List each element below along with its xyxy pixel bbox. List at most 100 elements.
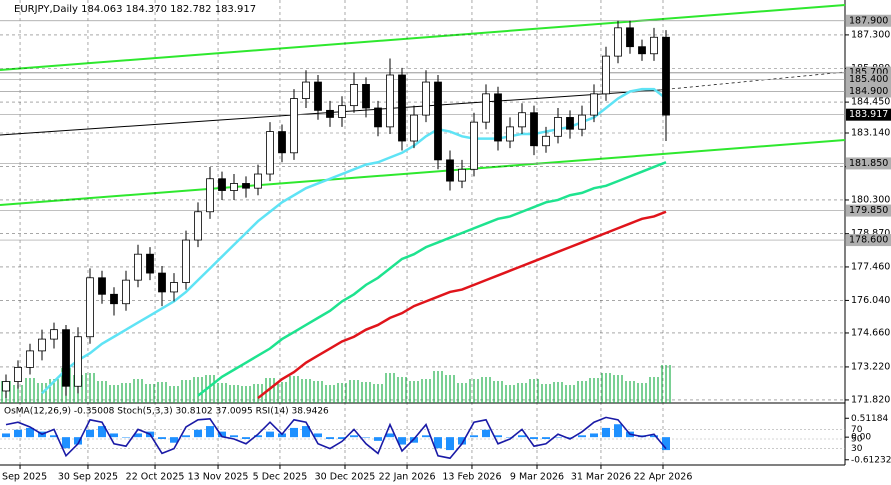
candle-body — [266, 131, 274, 175]
stoch-tick-label: 50 — [851, 435, 863, 445]
candle-body — [410, 114, 418, 142]
osma-bar — [14, 429, 22, 438]
osma-bar — [266, 431, 274, 438]
osma-bar — [182, 435, 190, 438]
osma-bar — [242, 437, 250, 439]
candle-body — [530, 112, 538, 147]
stoch-line — [5, 416, 667, 460]
osma-bar — [338, 437, 346, 439]
moving-average — [257, 210, 667, 400]
osma-bar — [386, 433, 394, 438]
osma-bar — [122, 437, 130, 438]
candle-body — [206, 178, 214, 213]
osma-bar — [374, 437, 382, 441]
candle-body — [566, 117, 574, 130]
level-box — [846, 108, 891, 121]
osma-bar — [350, 435, 358, 438]
candle-body — [614, 27, 622, 57]
y-tick-label: 171.820 — [851, 394, 890, 405]
level-label: 183.917 — [849, 109, 888, 120]
y-tick-label: 187.300 — [851, 29, 890, 40]
candle-body — [170, 282, 178, 293]
candle-body — [590, 93, 598, 116]
candle-body — [74, 336, 82, 387]
candle-body — [278, 131, 286, 154]
candle-body — [314, 81, 322, 111]
channel-mid-ext — [659, 71, 846, 91]
osma-bar — [650, 435, 658, 438]
level-label: 185.400 — [849, 74, 888, 85]
candle-body — [434, 81, 442, 161]
osma-bar — [74, 437, 82, 445]
candle-body — [494, 93, 502, 142]
osma-bar — [254, 435, 262, 438]
osma-bar — [434, 437, 442, 449]
candle-body — [338, 105, 346, 118]
osma-tick-label: -0.61232 — [851, 455, 891, 465]
osma-bar — [578, 435, 586, 438]
x-tick-label: 8 Sep 2025 — [0, 472, 47, 483]
osma-bar — [50, 435, 58, 438]
osma-bar — [422, 435, 430, 438]
candle-body — [458, 168, 466, 182]
candle-body — [578, 114, 586, 130]
candle-body — [638, 46, 646, 55]
osma-tick-label: 0.51184 — [851, 414, 888, 424]
candle-body — [26, 350, 34, 368]
candle-body — [446, 159, 454, 182]
y-tick-label: 176.040 — [851, 295, 890, 306]
candle-body — [374, 107, 382, 128]
candle-body — [38, 338, 46, 352]
candle-body — [422, 81, 430, 116]
candle-body — [518, 112, 526, 128]
candle-body — [542, 135, 550, 147]
osma-bar — [110, 433, 118, 438]
osma-bar — [446, 437, 454, 451]
x-tick-label: 30 Dec 2025 — [315, 472, 376, 483]
osma-bar — [566, 437, 574, 438]
level-label: 187.900 — [849, 15, 888, 26]
candle-body — [326, 109, 334, 118]
indicator-title: OsMA(12,26,9) -0.35008 Stoch(5,3,3) 30.8… — [4, 407, 329, 417]
osma-bar — [554, 437, 562, 438]
candle-body — [98, 277, 106, 295]
y-tick-label: 173.220 — [851, 361, 890, 372]
osma-bar — [134, 433, 142, 438]
candle-body — [254, 173, 262, 189]
y-tick-label: 177.460 — [851, 261, 890, 272]
osma-bar — [590, 433, 598, 438]
osma-bar — [314, 433, 322, 438]
osma-tick-label: 0.00 — [851, 433, 871, 443]
osma-bar — [86, 429, 94, 438]
level-box — [846, 204, 891, 217]
osma-bar — [26, 427, 34, 438]
osma-bar — [482, 429, 490, 438]
osma-bar — [206, 426, 214, 438]
osma-bar — [530, 437, 538, 439]
x-tick-label: 5 Dec 2025 — [253, 472, 308, 483]
candle-body — [482, 93, 490, 123]
x-tick-label: 22 Jan 2026 — [379, 472, 436, 483]
x-tick-label: 13 Feb 2026 — [442, 472, 501, 483]
candle-body — [362, 84, 370, 109]
level-box — [846, 157, 891, 170]
x-tick-label: 30 Sep 2025 — [58, 472, 118, 483]
osma-bar — [542, 437, 550, 439]
candle-body — [554, 117, 562, 137]
candle-body — [386, 74, 394, 128]
level-box — [846, 85, 891, 98]
candle-body — [194, 211, 202, 241]
level-label: 179.850 — [849, 205, 888, 216]
candle-body — [290, 98, 298, 154]
osma-bar — [470, 435, 478, 438]
candle-body — [506, 126, 514, 142]
candle-body — [158, 272, 166, 293]
candle-body — [470, 121, 478, 170]
candle-body — [50, 329, 58, 340]
moving-average — [197, 161, 667, 397]
candle-body — [122, 279, 130, 305]
y-tick-label: 178.870 — [851, 228, 890, 239]
level-box — [846, 73, 891, 86]
